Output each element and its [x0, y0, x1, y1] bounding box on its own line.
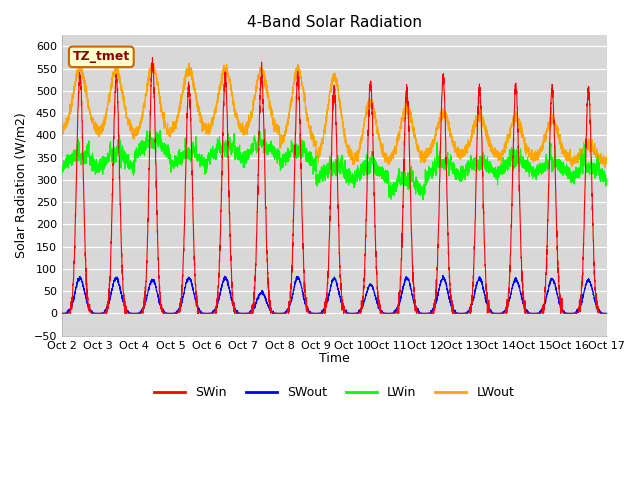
- Legend: SWin, SWout, LWin, LWout: SWin, SWout, LWin, LWout: [149, 382, 519, 405]
- X-axis label: Time: Time: [319, 352, 349, 365]
- Text: TZ_tmet: TZ_tmet: [73, 50, 130, 63]
- Title: 4-Band Solar Radiation: 4-Band Solar Radiation: [246, 15, 422, 30]
- Y-axis label: Solar Radiation (W/m2): Solar Radiation (W/m2): [15, 113, 28, 258]
